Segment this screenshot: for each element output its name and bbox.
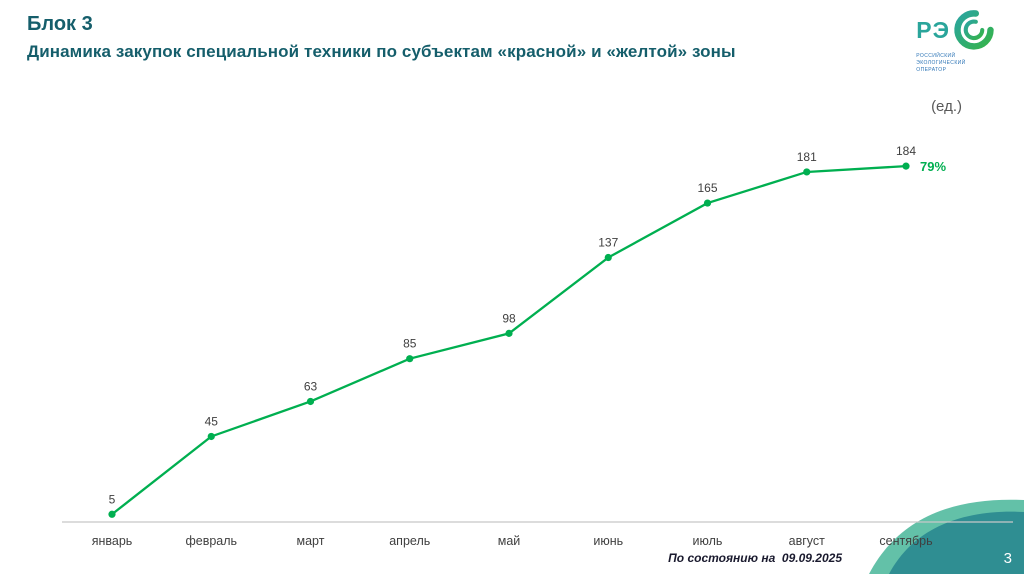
logo-letters: РЭ bbox=[916, 16, 950, 43]
value-label: 45 bbox=[205, 414, 219, 428]
value-label: 85 bbox=[403, 337, 417, 351]
data-point bbox=[902, 162, 910, 170]
month-label: февраль bbox=[185, 534, 237, 548]
percent-annotation: 79% bbox=[920, 159, 946, 174]
block-label: Блок 3 bbox=[27, 13, 93, 35]
header: Блок 3 Динамика закупок специальной техн… bbox=[27, 12, 736, 62]
month-label: июнь bbox=[593, 534, 623, 548]
trend-line bbox=[111, 164, 907, 516]
o-swirl-icon bbox=[954, 10, 994, 50]
value-label: 63 bbox=[304, 379, 318, 393]
logo-caption: РОССИЙСКИЙ ЭКОЛОГИЧЕСКИЙ ОПЕРАТОР bbox=[916, 53, 966, 73]
footnote: По состоянию на 09.09.2025 bbox=[668, 551, 842, 565]
data-point bbox=[505, 329, 513, 337]
data-point bbox=[604, 253, 612, 262]
month-label: июль bbox=[693, 534, 723, 548]
page-number: 3 bbox=[1003, 550, 1012, 567]
page-title: Динамика закупок специальной техники по … bbox=[27, 42, 736, 61]
reo-logo: РЭ РОССИЙСКИЙ ЭКОЛОГИЧЕСКИЙ ОПЕРАТОР bbox=[916, 8, 996, 73]
value-label: 184 bbox=[896, 144, 916, 158]
month-label: апрель bbox=[389, 534, 430, 548]
data-point bbox=[803, 168, 811, 176]
value-label: 181 bbox=[797, 150, 817, 164]
logo-row: РЭ bbox=[916, 8, 996, 52]
data-point bbox=[406, 355, 414, 363]
data-point bbox=[108, 510, 116, 518]
value-label: 165 bbox=[697, 181, 717, 195]
data-point bbox=[703, 199, 712, 207]
data-point bbox=[207, 432, 215, 441]
value-label: 137 bbox=[598, 236, 618, 250]
corner-wave-decoration bbox=[869, 499, 1024, 574]
month-label: январь bbox=[92, 534, 133, 548]
value-label: 98 bbox=[502, 311, 516, 325]
value-label: 5 bbox=[109, 492, 116, 506]
data-point bbox=[306, 397, 315, 406]
month-label: май bbox=[498, 534, 521, 548]
unit-label: (ед.) bbox=[931, 98, 962, 115]
month-label: март bbox=[297, 534, 325, 548]
